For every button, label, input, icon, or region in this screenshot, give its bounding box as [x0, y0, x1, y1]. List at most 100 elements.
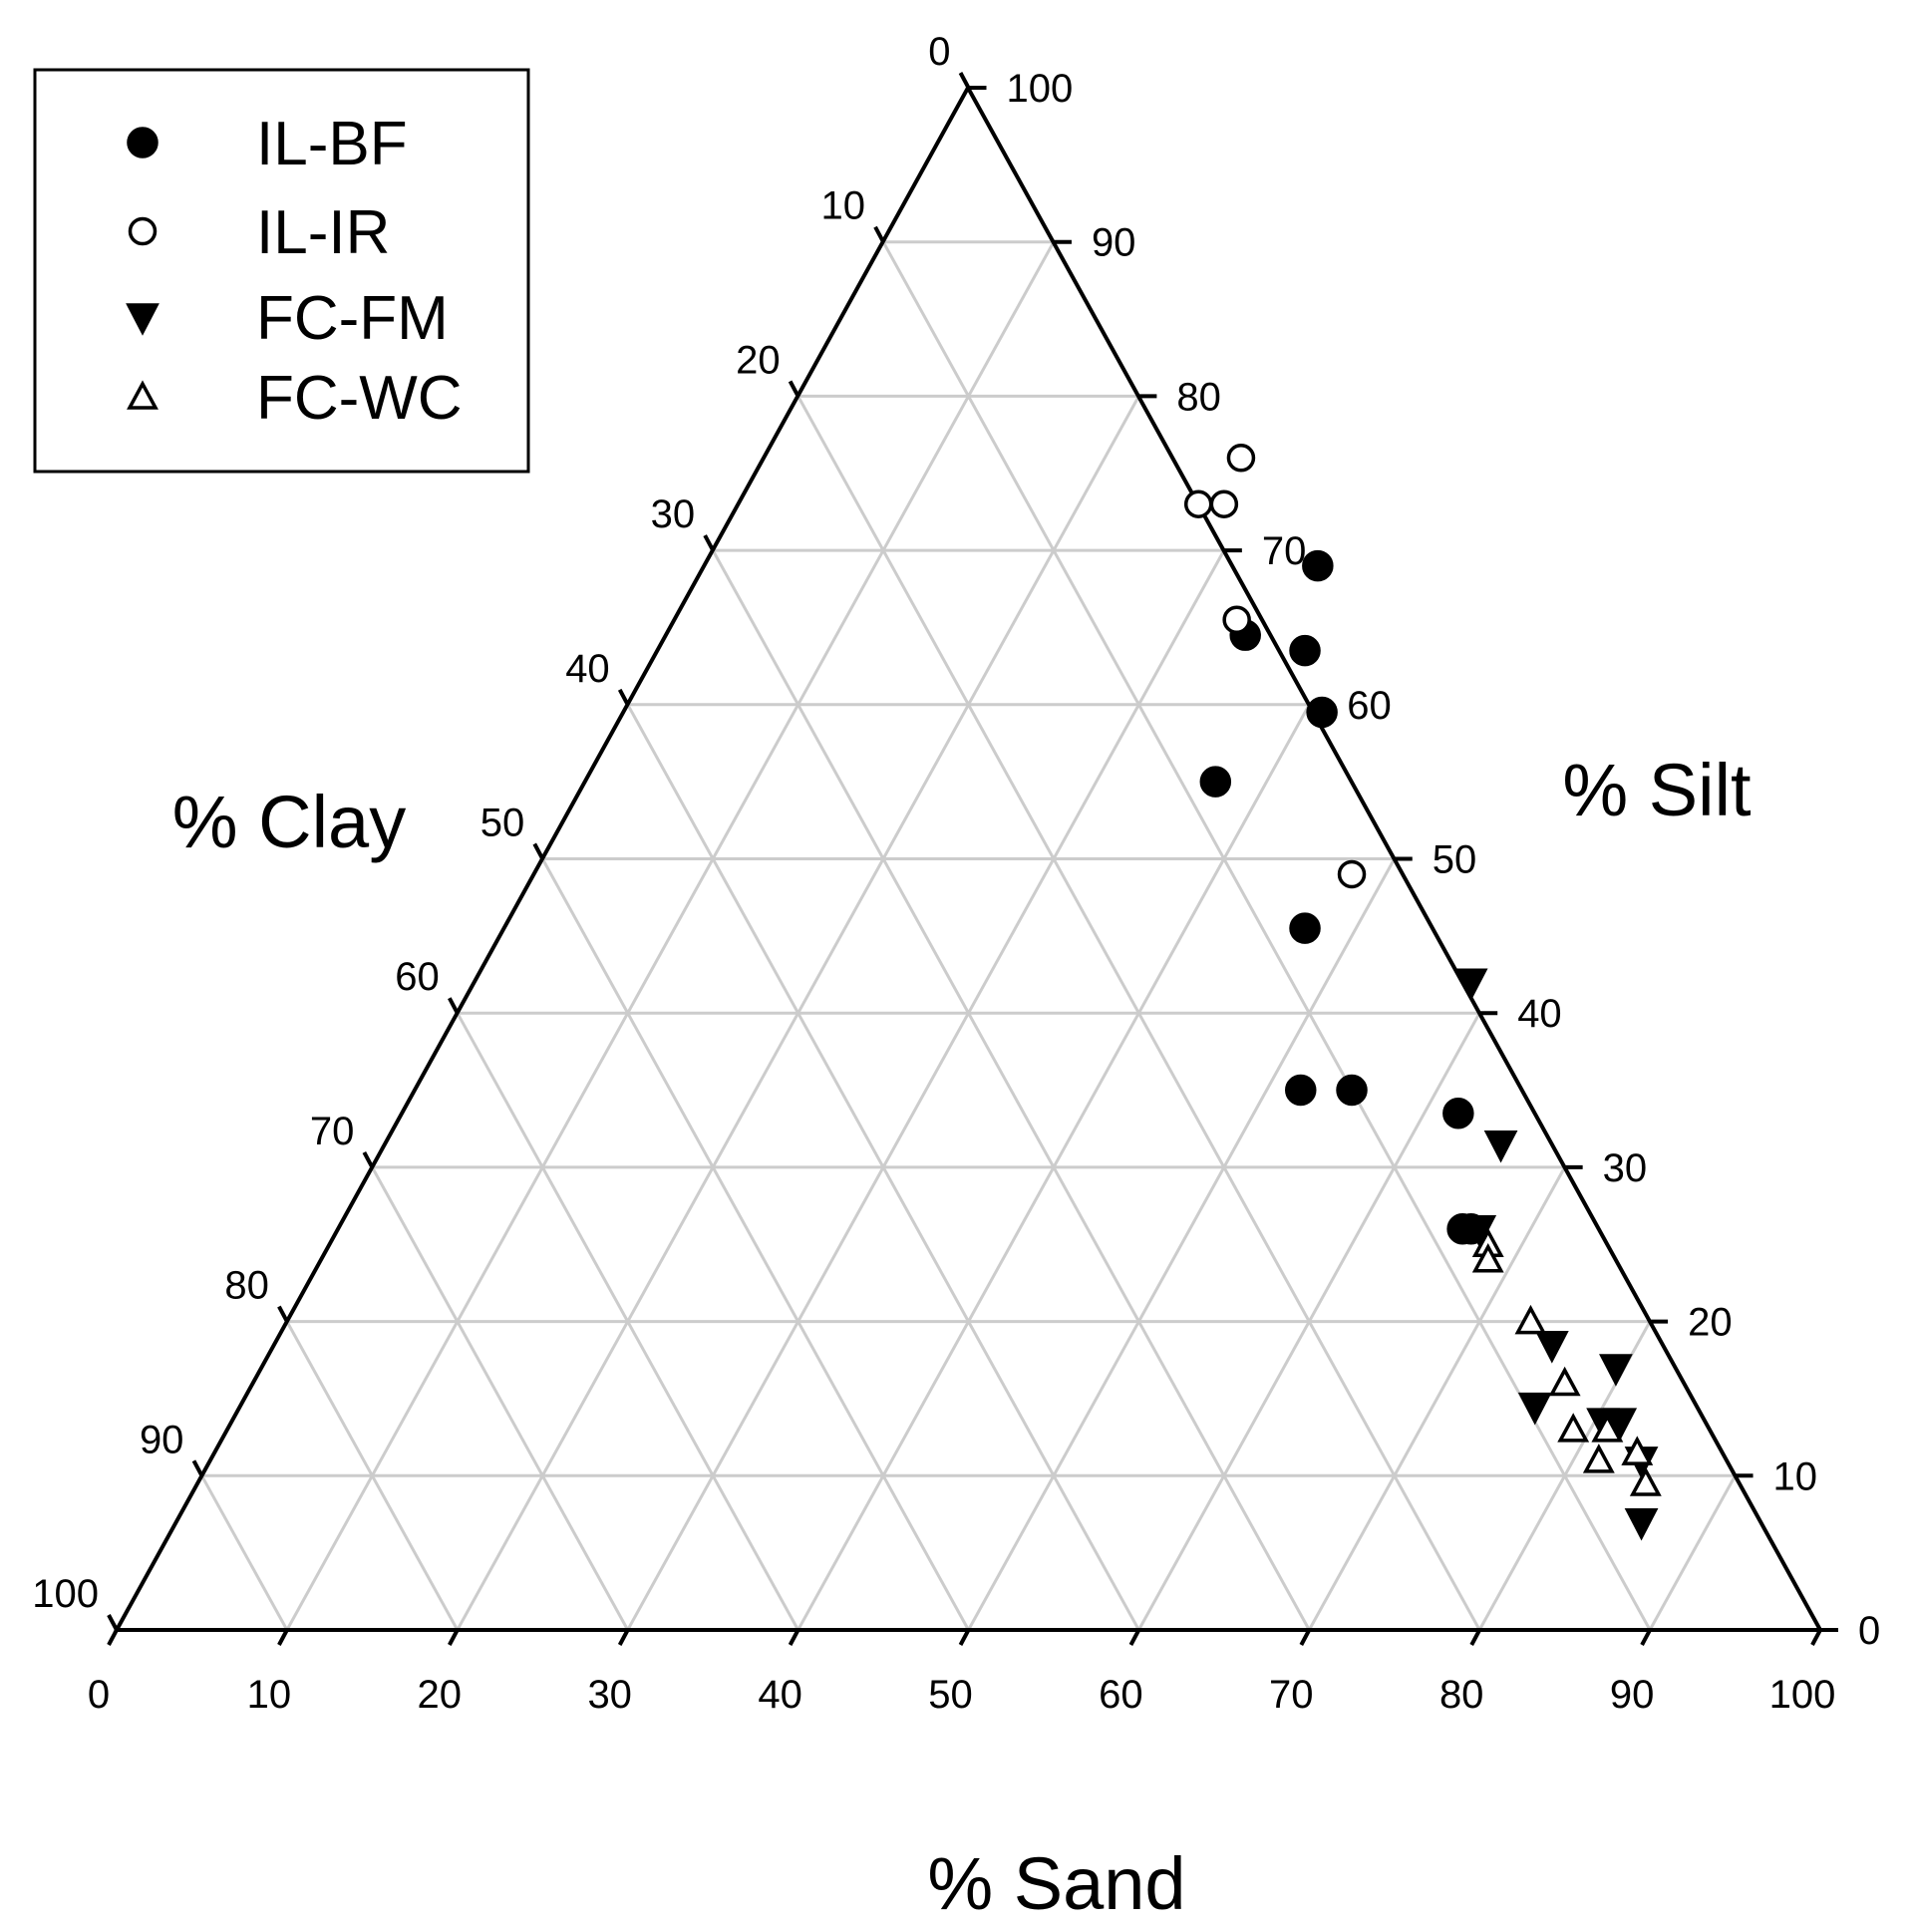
data-point	[1624, 1507, 1659, 1541]
grid-line-sand-60	[1137, 1012, 1481, 1631]
legend-label: IL-IR	[256, 198, 390, 267]
sand-axis-title: % Sand	[927, 1842, 1185, 1925]
legend-label: FC-FM	[256, 284, 449, 353]
sand-tick	[1469, 1629, 1481, 1646]
clay-tick	[958, 72, 971, 89]
grid-line-sand-30	[626, 549, 1226, 1631]
data-point	[1629, 1466, 1662, 1496]
legend-marker	[128, 216, 158, 246]
sand-tick	[448, 1629, 460, 1646]
data-point	[1534, 1331, 1569, 1364]
data-point	[1548, 1366, 1581, 1397]
data-point	[1337, 859, 1367, 889]
sand-tick	[788, 1629, 800, 1646]
clay-tick-label: 0	[928, 30, 950, 74]
data-point	[1442, 1098, 1474, 1129]
data-point	[1599, 1354, 1633, 1387]
series-il-ir	[1183, 444, 1367, 889]
silt-tick-label: 50	[1433, 838, 1477, 882]
data-point	[1289, 634, 1321, 667]
clay-tick	[703, 534, 715, 552]
data-point	[1209, 489, 1239, 518]
grid-line-sand-50	[967, 857, 1397, 1631]
data-point	[1289, 912, 1321, 944]
silt-tick-label: 60	[1347, 684, 1392, 728]
sand-tick-label: 70	[1269, 1673, 1314, 1717]
sand-tick-label: 10	[247, 1673, 292, 1717]
silt-axis-title: % Silt	[1562, 749, 1752, 831]
sand-tick	[107, 1629, 119, 1646]
silt-tick-label: 0	[1858, 1609, 1880, 1653]
series-fc-wc	[1471, 1227, 1662, 1496]
sand-tick	[1810, 1629, 1822, 1646]
data-point	[1199, 766, 1232, 798]
silt-tick-label: 20	[1688, 1301, 1733, 1345]
sand-tick-label: 60	[1099, 1673, 1143, 1717]
data-point	[1471, 1243, 1504, 1273]
clay-tick	[873, 225, 885, 243]
sand-tick	[1128, 1629, 1141, 1646]
sand-tick-label: 50	[928, 1673, 973, 1717]
clay-tick-label: 30	[651, 492, 696, 536]
clay-tick	[448, 997, 460, 1015]
sand-tick-label: 0	[88, 1673, 110, 1717]
legend-item-il-ir: IL-IR	[128, 198, 390, 267]
clay-tick	[617, 688, 630, 706]
legend-item-il-bf: IL-BF	[127, 110, 408, 178]
data-point	[1514, 1304, 1547, 1335]
data-point	[1591, 1413, 1624, 1443]
sand-tick	[617, 1629, 630, 1646]
data-point	[1285, 1074, 1317, 1107]
grid-line-clay-80	[285, 1320, 460, 1631]
silt-tick-label: 10	[1773, 1454, 1818, 1498]
grid-line-clay-30	[711, 549, 1311, 1631]
clay-tick	[362, 1150, 375, 1168]
clay-tick-label: 100	[32, 1572, 99, 1616]
data-point	[1462, 1215, 1497, 1248]
data-point	[1603, 1408, 1638, 1441]
clay-tick	[788, 380, 800, 398]
grid-line-clay-70	[371, 1166, 630, 1631]
sand-tick	[1299, 1629, 1312, 1646]
data-points	[1183, 444, 1662, 1541]
sand-tick	[958, 1629, 971, 1646]
grid-line-clay-50	[540, 857, 970, 1631]
sand-tick-label: 80	[1439, 1673, 1484, 1717]
data-point	[1483, 1129, 1518, 1163]
data-point	[1557, 1413, 1590, 1443]
legend-item-fc-wc: FC-WC	[127, 364, 463, 433]
grid-line-sand-10	[285, 240, 1056, 1631]
clay-tick-label: 50	[480, 802, 525, 845]
data-point	[1453, 968, 1488, 1002]
clay-tick-label: 20	[736, 338, 781, 382]
data-point	[1621, 1436, 1654, 1465]
silt-tick-label: 70	[1262, 529, 1307, 573]
legend: IL-BF IL-IR FC-FM FC-WC	[33, 68, 530, 474]
legend-marker	[127, 380, 159, 410]
clay-tick	[277, 1305, 289, 1323]
data-point	[1582, 1444, 1615, 1473]
clay-tick	[191, 1459, 204, 1477]
sand-tick	[277, 1629, 289, 1646]
silt-tick-label: 80	[1176, 375, 1221, 419]
data-point	[1306, 696, 1338, 729]
tick-marks: 0 0 0 10 10 10 20 20 20 30 30 30 40 40 40 50 50 50 60 60 60 7…	[32, 30, 1880, 1717]
legend-label: IL-BF	[256, 110, 408, 178]
data-point	[1302, 549, 1334, 582]
silt-tick-label: 30	[1603, 1146, 1648, 1190]
silt-tick-label: 40	[1517, 992, 1562, 1036]
data-point	[1226, 444, 1256, 473]
grid-line-sand-90	[1648, 1474, 1737, 1631]
grid-line-sand-70	[1307, 1166, 1566, 1631]
sand-tick-label: 40	[758, 1673, 802, 1717]
silt-tick-label: 90	[1092, 221, 1136, 265]
clay-tick-label: 90	[140, 1418, 184, 1461]
clay-tick-label: 10	[821, 184, 866, 228]
legend-item-fc-fm: FC-FM	[126, 284, 449, 353]
grid-line-clay-60	[456, 1012, 799, 1631]
clay-tick-label: 80	[224, 1264, 269, 1308]
data-point	[1517, 1392, 1552, 1426]
silt-tick-label: 100	[1007, 67, 1074, 111]
data-point	[1183, 489, 1213, 518]
